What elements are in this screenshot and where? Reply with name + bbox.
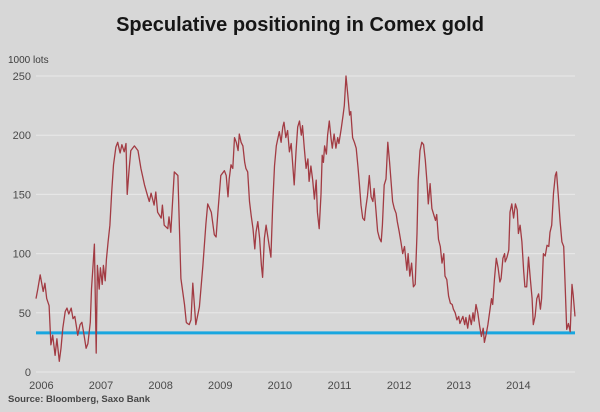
x-tick-label-2014: 2014 bbox=[506, 380, 530, 392]
x-tick-label-2007: 2007 bbox=[89, 380, 113, 392]
series-line bbox=[35, 75, 576, 362]
x-tick-label-2011: 2011 bbox=[328, 380, 352, 392]
y-tick-label-0: 0 bbox=[25, 367, 31, 379]
chart-title: Speculative positioning in Comex gold bbox=[116, 14, 484, 36]
x-tick-label-2006: 2006 bbox=[29, 380, 53, 392]
y-tick-label-150: 150 bbox=[13, 189, 31, 201]
x-tick-label-2009: 2009 bbox=[208, 380, 232, 392]
y-tick-label-100: 100 bbox=[13, 249, 31, 261]
x-tick-label-2013: 2013 bbox=[446, 380, 470, 392]
source-credit: Source: Bloomberg, Saxo Bank bbox=[8, 394, 151, 405]
y-tick-label-200: 200 bbox=[13, 130, 31, 142]
y-axis-units-label: 1000 lots bbox=[8, 55, 49, 66]
y-tick-label-250: 250 bbox=[13, 71, 31, 83]
x-tick-label-2010: 2010 bbox=[268, 380, 292, 392]
x-tick-label-2012: 2012 bbox=[387, 380, 411, 392]
y-tick-label-50: 50 bbox=[19, 308, 31, 320]
x-tick-label-2008: 2008 bbox=[148, 380, 172, 392]
